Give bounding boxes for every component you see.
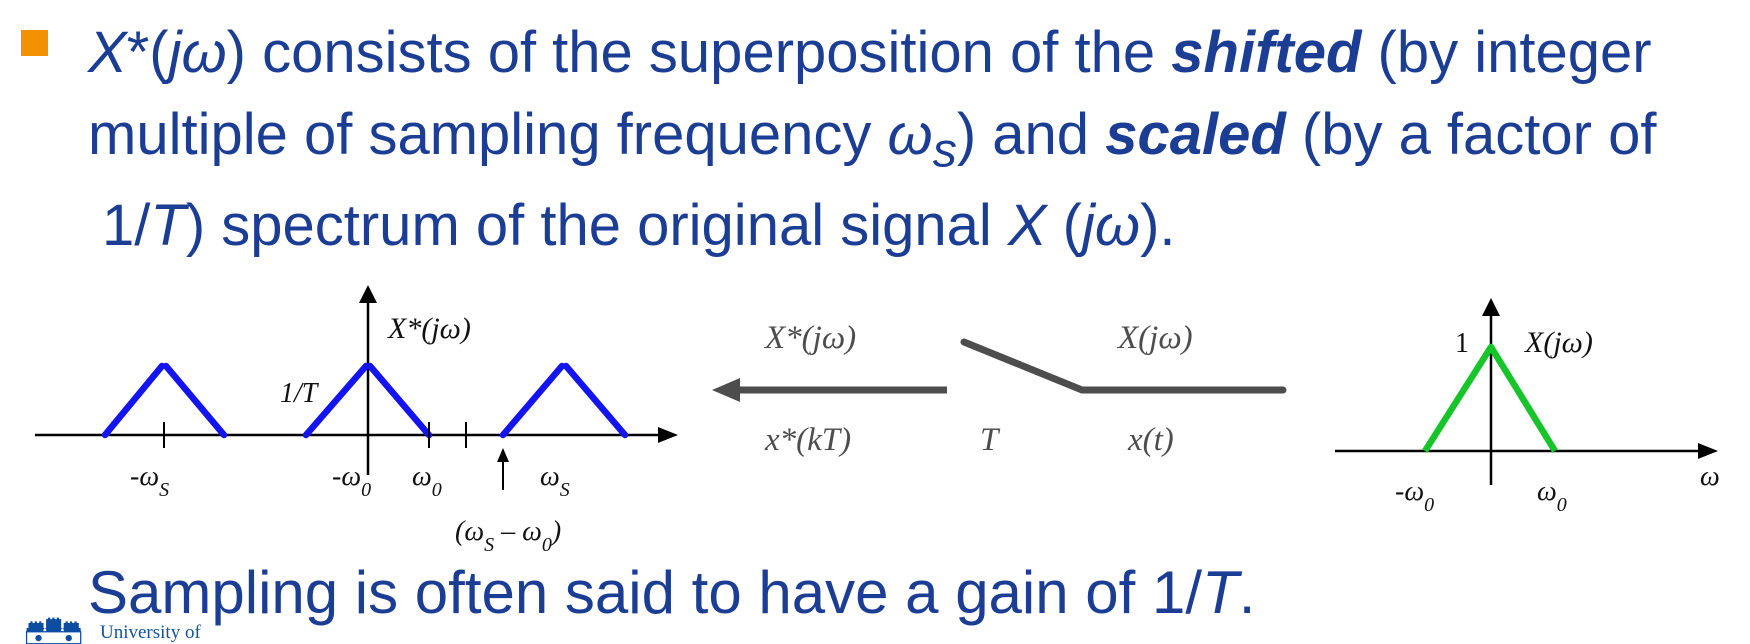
svg-text:1: 1 [1455, 328, 1469, 359]
svg-text:-ωS: -ωS [130, 461, 169, 501]
svg-text:x(t): x(t) [1127, 422, 1174, 458]
svg-text:ω0: ω0 [412, 461, 442, 501]
svg-text:(ωS – ω0): (ωS – ω0) [455, 516, 561, 556]
svg-text:-ω0: -ω0 [1395, 476, 1434, 516]
svg-text:X*(jω): X*(jω) [763, 320, 856, 356]
svg-text:X(jω): X(jω) [1116, 320, 1193, 356]
svg-text:-ω0: -ω0 [332, 461, 371, 501]
svg-text:x*(kT): x*(kT) [764, 422, 851, 458]
svg-text:X*(jω): X*(jω) [387, 312, 471, 345]
svg-text:ω: ω [1700, 461, 1720, 492]
svg-text:ωS: ωS [540, 461, 570, 501]
svg-text:T: T [980, 422, 1001, 458]
svg-text:X(jω): X(jω) [1524, 326, 1593, 359]
svg-text:1/T: 1/T [280, 378, 320, 409]
svg-text:ω0: ω0 [1537, 476, 1567, 516]
